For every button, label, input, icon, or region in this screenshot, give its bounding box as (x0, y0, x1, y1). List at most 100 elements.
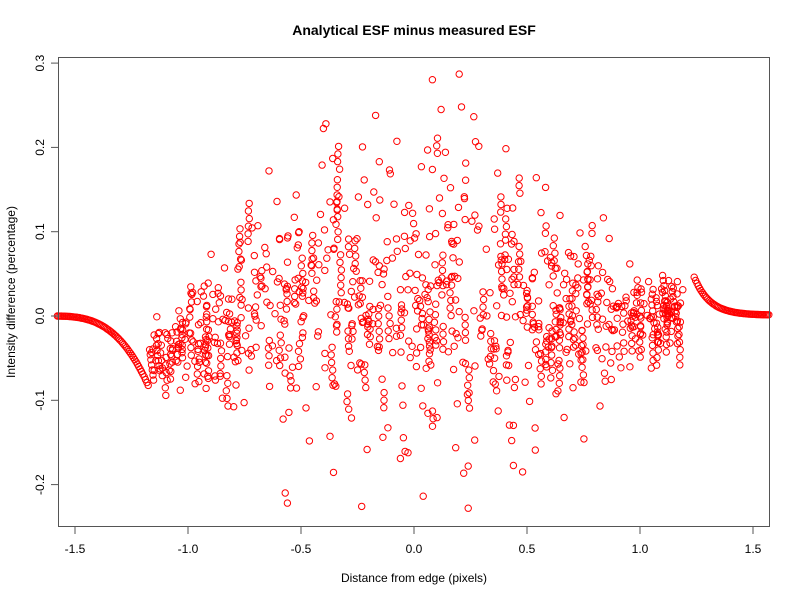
data-point (416, 296, 424, 305)
data-point (348, 335, 356, 343)
data-point (424, 334, 432, 343)
data-point (492, 345, 500, 353)
data-point (656, 339, 665, 347)
data-point (217, 354, 225, 363)
data-point (390, 200, 398, 208)
data-point (265, 336, 273, 345)
data-point (454, 334, 462, 342)
data-point (660, 315, 668, 323)
data-point (556, 321, 564, 329)
data-point (553, 289, 561, 297)
data-point (149, 376, 158, 384)
data-point (422, 281, 430, 289)
data-point (392, 324, 401, 332)
data-point (607, 359, 615, 367)
data-points (53, 70, 773, 512)
data-point (541, 229, 550, 238)
data-point (448, 237, 456, 246)
data-point (583, 320, 592, 328)
data-point (385, 166, 394, 174)
data-point (428, 165, 437, 174)
data-point (648, 341, 657, 350)
data-point (176, 315, 185, 323)
data-point (201, 358, 210, 366)
data-point (494, 407, 502, 415)
data-point (223, 394, 231, 403)
data-point (569, 384, 577, 392)
data-point (202, 335, 210, 344)
data-point (380, 388, 388, 397)
data-point (449, 365, 458, 374)
data-point (221, 316, 229, 325)
data-point (216, 369, 224, 378)
data-point (308, 239, 316, 247)
data-point (287, 377, 295, 385)
data-point (426, 308, 434, 316)
data-point (404, 449, 412, 457)
data-point (522, 289, 531, 298)
data-point (568, 287, 577, 295)
data-point (244, 207, 253, 215)
data-point (532, 174, 540, 182)
data-point (452, 444, 460, 452)
data-point (492, 387, 501, 395)
data-point (636, 323, 645, 331)
data-point (659, 276, 667, 285)
data-point (565, 310, 573, 318)
data-point (479, 303, 487, 311)
data-point (457, 103, 466, 111)
data-point (439, 322, 447, 331)
data-point (202, 313, 211, 321)
data-point (502, 215, 510, 223)
data-point (329, 366, 337, 374)
data-point (492, 342, 500, 350)
data-point (416, 343, 425, 352)
y-tick-label: 0.3 (33, 54, 47, 71)
data-point (619, 320, 627, 328)
data-point (161, 361, 170, 369)
data-point (515, 181, 523, 190)
data-point (285, 408, 293, 417)
data-point (555, 379, 563, 387)
data-point (354, 301, 363, 309)
data-point (502, 313, 511, 321)
data-point (637, 288, 646, 296)
data-point (263, 298, 271, 306)
data-point (329, 468, 338, 477)
data-point (514, 280, 522, 289)
data-point (195, 377, 203, 386)
data-point (604, 275, 612, 284)
data-point (156, 349, 165, 357)
data-point (396, 286, 405, 294)
data-point (362, 383, 370, 392)
data-point (417, 384, 425, 392)
data-point (622, 297, 630, 305)
data-point (652, 319, 661, 327)
data-point (489, 366, 498, 375)
data-point (237, 256, 246, 264)
data-point (560, 413, 568, 422)
data-point (149, 371, 157, 379)
data-point (663, 319, 672, 327)
data-point (557, 313, 565, 322)
data-point (334, 150, 342, 158)
data-point (334, 213, 342, 221)
data-point (193, 370, 202, 378)
data-point (588, 313, 597, 322)
data-point (230, 317, 239, 325)
data-point (369, 305, 377, 314)
y-axis: -0.2 -0.1 0.0 0.1 0.2 0.3 (33, 54, 58, 495)
data-point (194, 321, 203, 329)
data-point (515, 242, 523, 251)
data-point (438, 291, 446, 299)
data-point (425, 232, 434, 241)
data-point (615, 353, 623, 361)
data-point (580, 378, 588, 387)
data-point (153, 346, 161, 355)
data-point (215, 299, 224, 307)
data-point (765, 311, 773, 319)
data-point (315, 261, 323, 269)
data-point (253, 291, 261, 299)
data-point (358, 143, 367, 151)
data-point (399, 401, 407, 409)
